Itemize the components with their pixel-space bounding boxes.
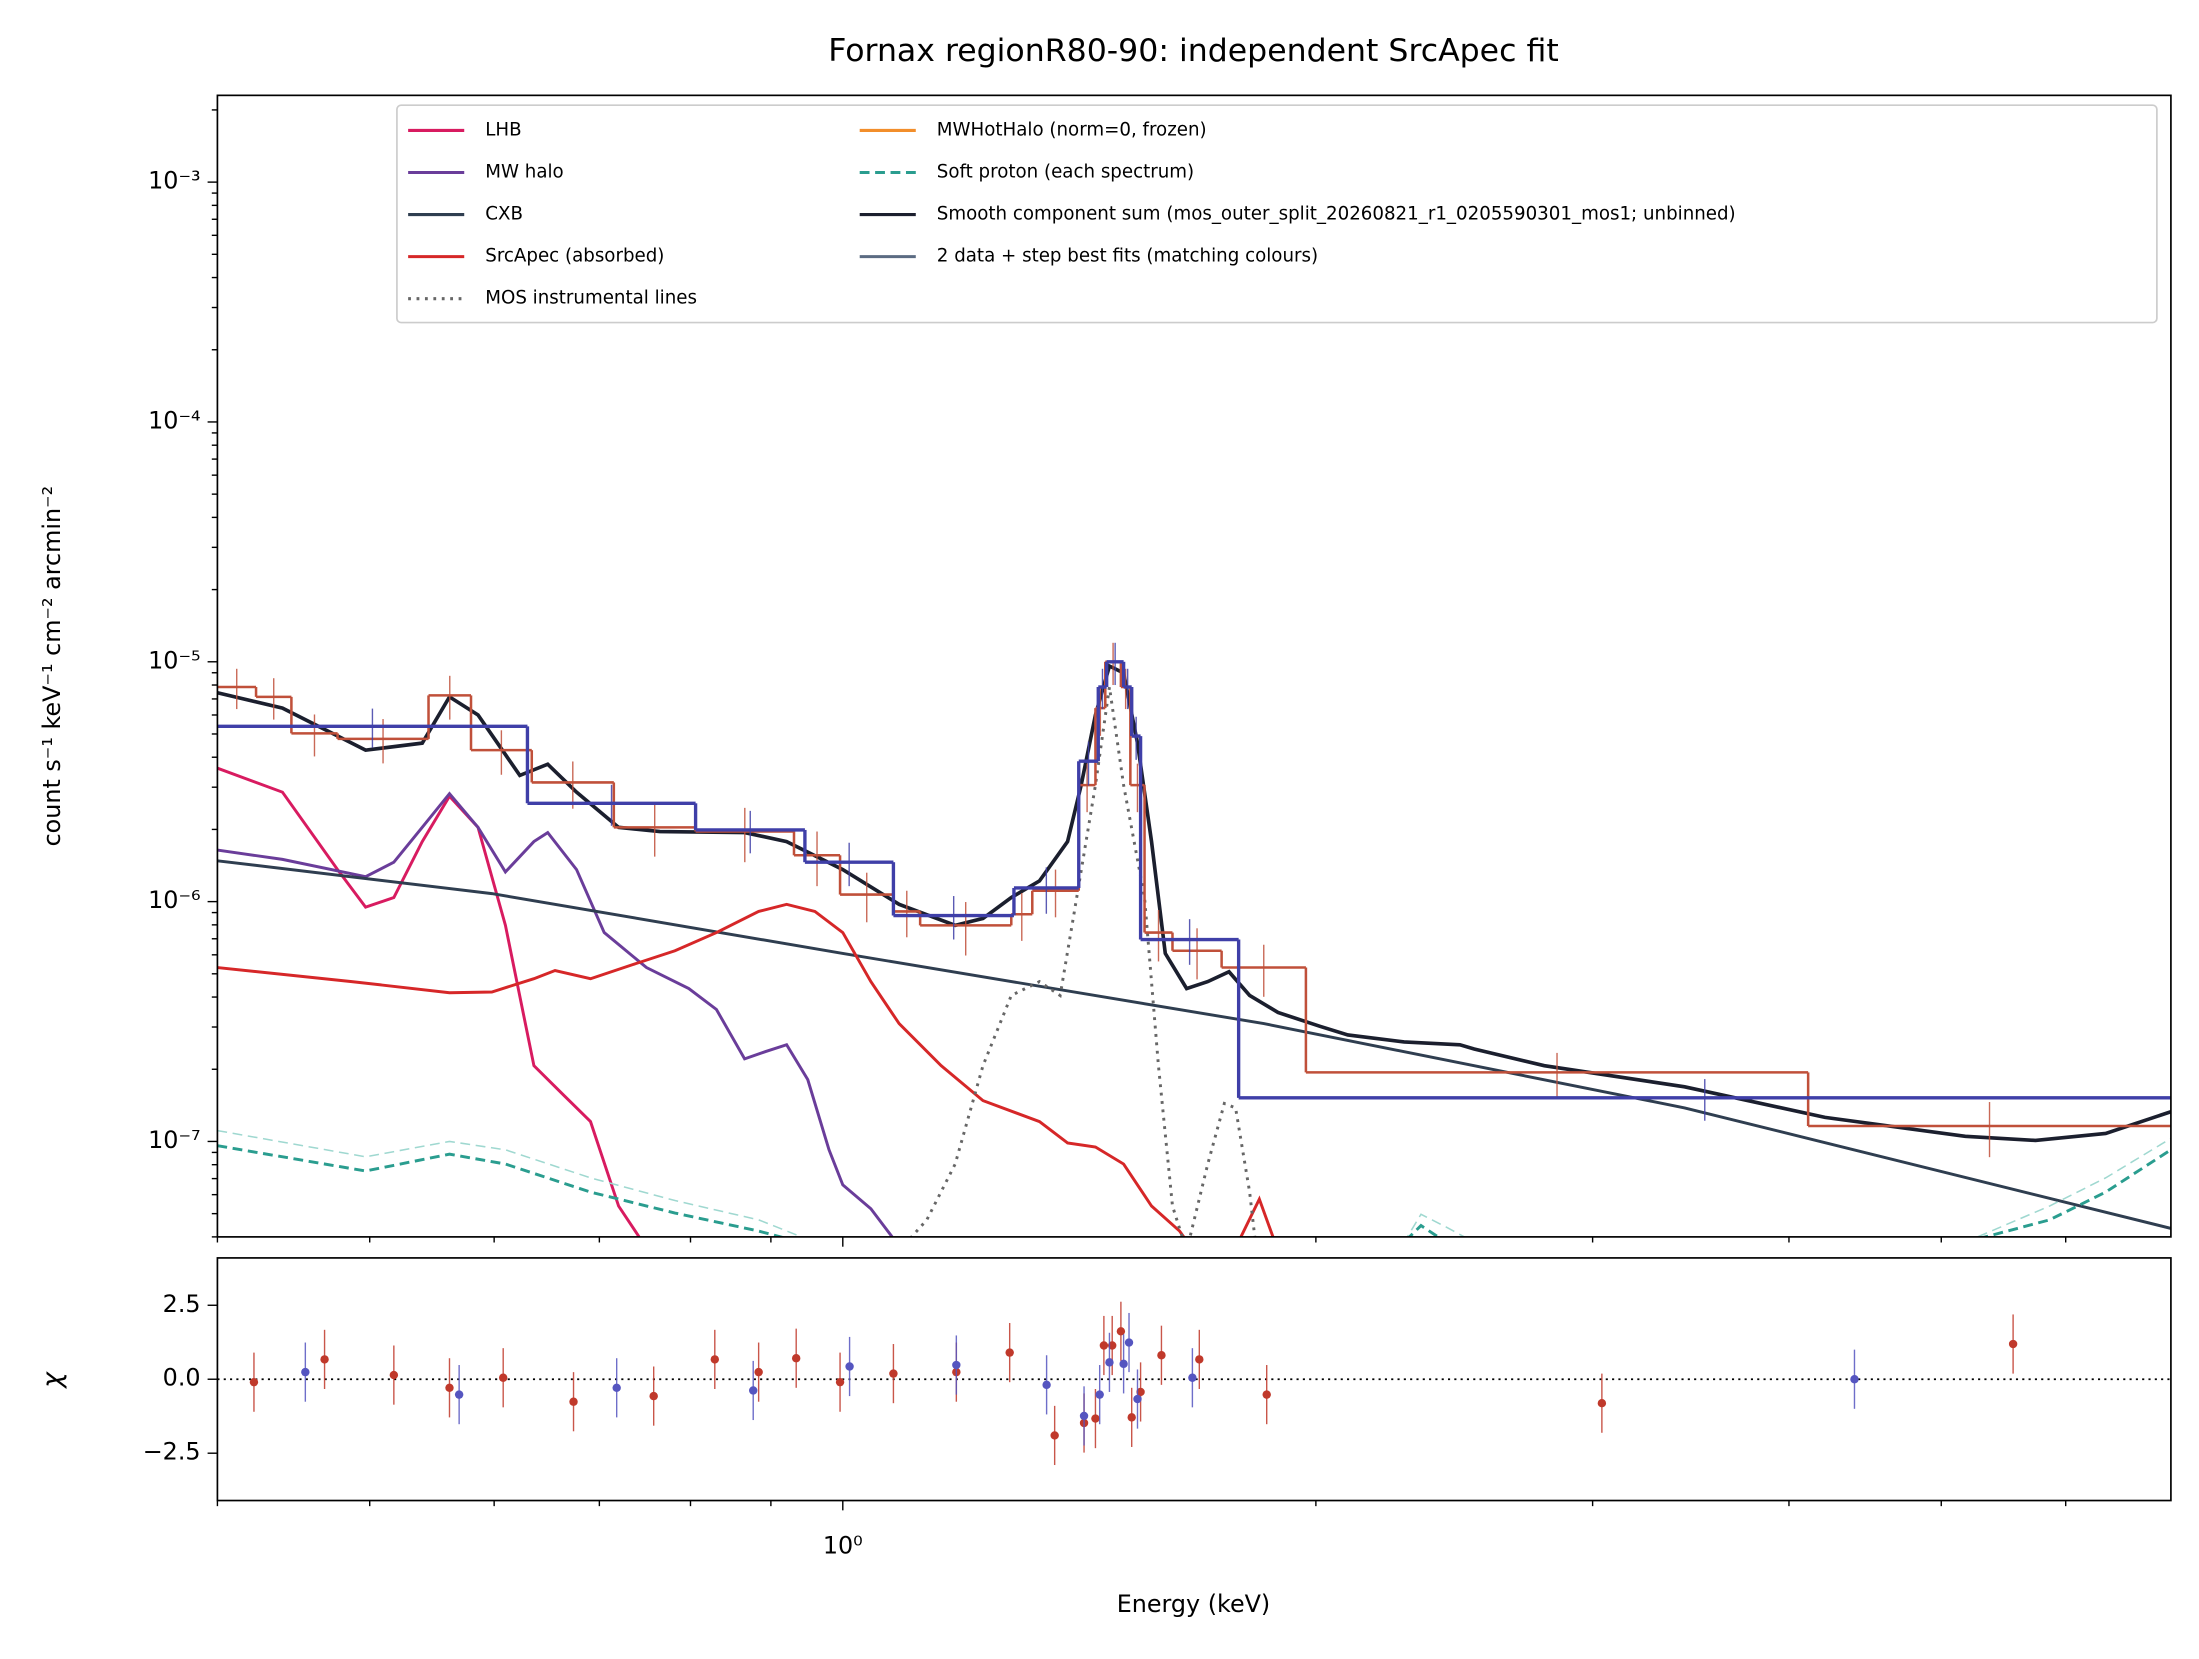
legend-label: MWHotHalo (norm=0, frozen)	[937, 119, 1207, 140]
axes-frame	[216, 94, 2172, 1238]
residual-point	[320, 1355, 329, 1364]
residual-point	[301, 1367, 310, 1377]
residual-point	[389, 1370, 399, 1380]
legend-label: CXB	[485, 204, 523, 225]
residual-point	[1005, 1348, 1014, 1357]
residual-y-axis-label: χ	[37, 1371, 68, 1390]
y-tick-label: 10⁻⁴	[148, 406, 200, 434]
residual-point	[249, 1377, 259, 1387]
residual-point	[952, 1360, 961, 1370]
residual-point	[845, 1362, 854, 1371]
residual-point	[749, 1386, 758, 1395]
residual-point	[1124, 1338, 1134, 1347]
legend-label: SrcApec (absorbed)	[485, 246, 664, 267]
y-tick-label: 10⁻⁶	[148, 886, 200, 914]
residual-point	[710, 1355, 720, 1364]
x-tick-label: 10⁰	[823, 1531, 863, 1559]
residual-point	[1597, 1398, 1607, 1408]
series-line	[909, 686, 1257, 1237]
residual-point	[889, 1369, 898, 1378]
residual-point	[1157, 1351, 1166, 1360]
residual-point	[1188, 1373, 1197, 1382]
residual-point	[1195, 1355, 1204, 1364]
legend-label: MOS instrumental lines	[485, 288, 697, 309]
residual-point	[1262, 1390, 1271, 1399]
residual-point	[1116, 1327, 1126, 1336]
x-axis-label: Energy (keV)	[1117, 1590, 1271, 1618]
residual-point	[1133, 1394, 1142, 1404]
residual-point	[1127, 1413, 1136, 1422]
legend-label: MW halo	[485, 161, 563, 182]
residual-point	[754, 1367, 763, 1377]
y-tick-label: 10⁻³	[148, 167, 200, 195]
plot-area	[217, 1301, 2171, 1466]
y-tick-label: 2.5	[163, 1290, 201, 1318]
residual-point	[1119, 1359, 1128, 1369]
y-tick-label: 0.0	[163, 1364, 201, 1392]
residual-point	[1042, 1380, 1051, 1390]
legend-box	[396, 104, 2158, 324]
axes-frame	[216, 1257, 2172, 1502]
legend-label: Soft proton (each spectrum)	[937, 161, 1194, 182]
residual-point	[649, 1391, 658, 1401]
residual-point	[1105, 1358, 1114, 1367]
legend-label: LHB	[485, 119, 521, 140]
residual-point	[1136, 1387, 1145, 1397]
residual-point	[445, 1383, 454, 1393]
residual-point	[1091, 1414, 1100, 1423]
y-tick-label: −2.5	[143, 1438, 201, 1466]
residual-point	[1095, 1390, 1104, 1399]
series-line	[217, 859, 2171, 1230]
residual-point	[1850, 1375, 1859, 1384]
legend-label: Smooth component sum (mos_outer_split_20…	[937, 204, 1736, 225]
y-tick-label: 10⁻⁷	[148, 1126, 200, 1154]
residual-point	[835, 1377, 845, 1387]
residual-point	[454, 1390, 464, 1399]
series-line	[217, 791, 894, 1237]
residual-point	[498, 1373, 508, 1382]
residual-point	[569, 1397, 578, 1406]
y-axis-label: count s⁻¹ keV⁻¹ cm⁻² arcmin⁻²	[38, 486, 66, 847]
residual-point	[1050, 1431, 1059, 1440]
residual-point	[1079, 1411, 1089, 1421]
residual-point	[2008, 1339, 2018, 1349]
series-line	[217, 902, 1275, 1237]
y-tick-label: 10⁻⁵	[148, 646, 200, 674]
legend-label: 2 data + step best fits (matching colour…	[937, 246, 1318, 267]
plot-area	[217, 642, 2171, 1237]
residual-point	[1099, 1341, 1109, 1350]
residual-point	[612, 1383, 621, 1393]
chart-title: Fornax regionR80-90: independent SrcApec…	[828, 33, 1559, 69]
residual-point	[791, 1354, 801, 1363]
